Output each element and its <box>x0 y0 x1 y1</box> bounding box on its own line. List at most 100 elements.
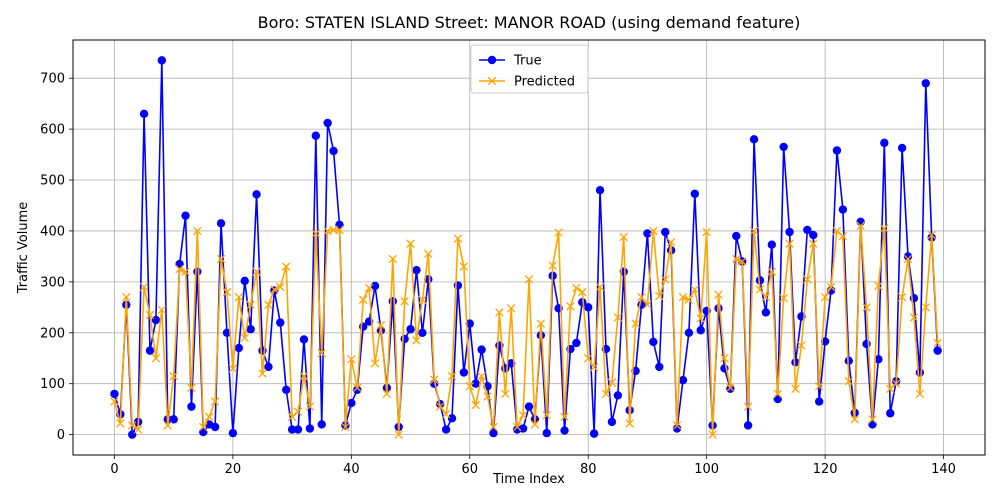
data-point <box>418 295 427 304</box>
data-point <box>803 225 812 235</box>
data-point <box>779 142 788 152</box>
data-point <box>785 239 794 248</box>
data-point <box>187 383 196 393</box>
data-point <box>655 362 664 372</box>
data-point <box>891 379 901 388</box>
data-point <box>353 385 362 395</box>
data-point <box>281 385 291 395</box>
data-point <box>844 356 853 365</box>
data-point <box>305 424 315 433</box>
data-point <box>512 422 522 432</box>
data-point <box>323 118 332 128</box>
data-point <box>779 293 788 303</box>
data-point <box>649 337 658 347</box>
axes-ticks: 0 20 40 60 80 100 120 140 0 100 200 300 400 500 600 700 <box>40 72 956 477</box>
data-point <box>702 227 711 237</box>
data-point <box>660 275 670 284</box>
data-point <box>495 308 504 317</box>
legend-marker <box>487 55 497 65</box>
data-point <box>809 239 818 248</box>
data-point <box>921 79 930 88</box>
data-point <box>252 190 261 199</box>
data-point <box>809 230 818 240</box>
data-point <box>181 267 190 276</box>
data-point <box>856 217 865 226</box>
data-point <box>210 422 220 432</box>
data-point <box>820 292 830 302</box>
data-point <box>844 376 854 386</box>
data-point <box>299 371 309 381</box>
data-point <box>874 355 883 364</box>
data-point <box>589 363 599 372</box>
data-point <box>477 371 486 381</box>
data-point <box>886 409 895 418</box>
data-point <box>755 285 765 294</box>
data-point <box>785 227 794 237</box>
data-point <box>625 419 634 428</box>
data-point <box>376 320 386 330</box>
data-point <box>578 287 587 297</box>
data-point <box>193 226 202 236</box>
data-point <box>370 281 380 291</box>
data-point <box>477 345 486 354</box>
data-point <box>441 410 451 419</box>
data-point <box>773 389 782 399</box>
data-point <box>560 412 569 422</box>
data-point <box>175 264 184 274</box>
data-point <box>720 353 729 363</box>
data-point <box>666 237 676 247</box>
data-point <box>578 298 587 307</box>
data-point <box>388 254 398 264</box>
data-point <box>613 391 623 400</box>
data-point <box>690 189 700 198</box>
data-point <box>661 227 670 237</box>
data-point <box>589 429 599 438</box>
data-point <box>276 318 285 327</box>
data-point <box>116 419 125 428</box>
data-point <box>489 422 498 432</box>
y-tick-label: 200 <box>40 326 65 341</box>
data-point <box>856 221 865 231</box>
x-tick-label: 40 <box>343 462 360 477</box>
data-point <box>933 338 942 348</box>
data-point <box>684 328 694 337</box>
data-point <box>761 292 771 302</box>
x-tick-label: 80 <box>580 462 597 477</box>
data-point <box>838 205 848 214</box>
data-point <box>518 424 528 433</box>
data-point <box>880 224 889 233</box>
data-point <box>204 412 214 422</box>
data-point <box>678 292 688 302</box>
data-point <box>601 389 611 399</box>
data-point <box>897 143 907 153</box>
data-point <box>874 281 883 291</box>
data-point <box>216 254 226 264</box>
data-point <box>222 328 232 337</box>
data-point <box>643 300 652 310</box>
data-point <box>714 290 723 299</box>
data-point <box>708 430 717 439</box>
data-point <box>832 146 842 155</box>
data-point <box>732 231 741 241</box>
data-point <box>429 375 439 384</box>
data-point <box>743 421 753 430</box>
data-point <box>246 300 255 310</box>
data-point <box>672 424 682 433</box>
data-point <box>726 383 735 393</box>
series-line-predicted <box>113 225 939 436</box>
data-point <box>287 425 297 434</box>
data-point <box>696 314 705 323</box>
data-point <box>850 415 859 424</box>
legend-marker <box>487 76 497 86</box>
data-point <box>317 420 326 429</box>
data-point <box>471 379 480 388</box>
data-point <box>814 381 824 391</box>
plot-frame <box>72 39 986 456</box>
data-point <box>530 420 540 429</box>
data-point <box>110 389 119 399</box>
data-point <box>607 378 617 387</box>
data-point <box>234 292 244 302</box>
data-point <box>228 428 238 438</box>
data-point <box>424 275 433 284</box>
